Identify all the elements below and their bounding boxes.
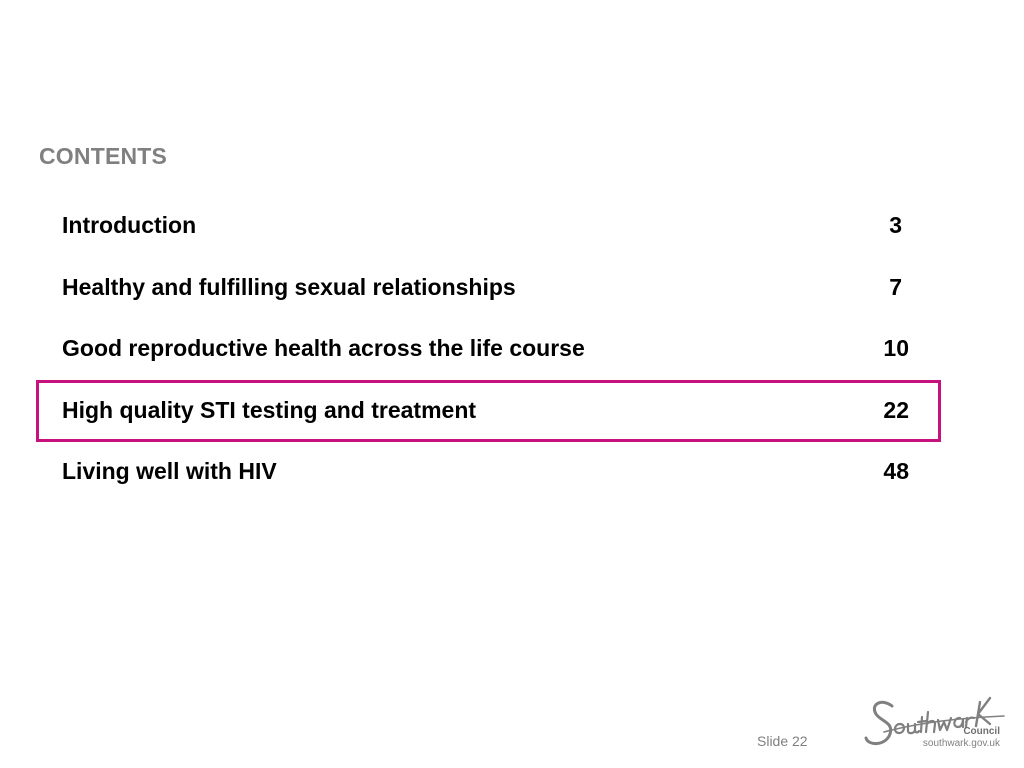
toc-row-healthy-relationships: Healthy and fulfilling sexual relationsh… <box>0 257 1024 319</box>
southwark-council-logo: Council southwark.gov.uk <box>864 684 1009 754</box>
southwark-wordmark-icon <box>864 696 1005 745</box>
toc-title: Healthy and fulfilling sexual relationsh… <box>62 274 516 300</box>
logo-url: southwark.gov.uk <box>922 738 1000 749</box>
toc-page-number: 3 <box>889 212 902 238</box>
toc-title: Living well with HIV <box>62 458 277 484</box>
toc-title: Good reproductive health across the life… <box>62 335 585 361</box>
contents-heading: CONTENTS <box>39 143 168 169</box>
toc-page-number: 48 <box>883 458 909 484</box>
toc-row-reproductive-health: Good reproductive health across the life… <box>0 318 1024 380</box>
toc-page-number: 22 <box>883 397 909 423</box>
toc-title: High quality STI testing and treatment <box>62 397 477 423</box>
toc-title: Introduction <box>62 212 197 238</box>
toc-row-living-with-hiv: Living well with HIV 48 <box>0 441 1024 503</box>
toc-page-number: 10 <box>883 335 909 361</box>
logo-council-label: Council <box>963 726 1000 737</box>
toc-page-number: 7 <box>889 274 902 300</box>
toc-row-sti-testing: High quality STI testing and treatment 2… <box>0 380 1024 442</box>
current-section-highlight <box>36 380 941 442</box>
slide-number: Slide 22 <box>757 733 808 749</box>
toc-row-introduction: Introduction 3 <box>0 195 1024 257</box>
